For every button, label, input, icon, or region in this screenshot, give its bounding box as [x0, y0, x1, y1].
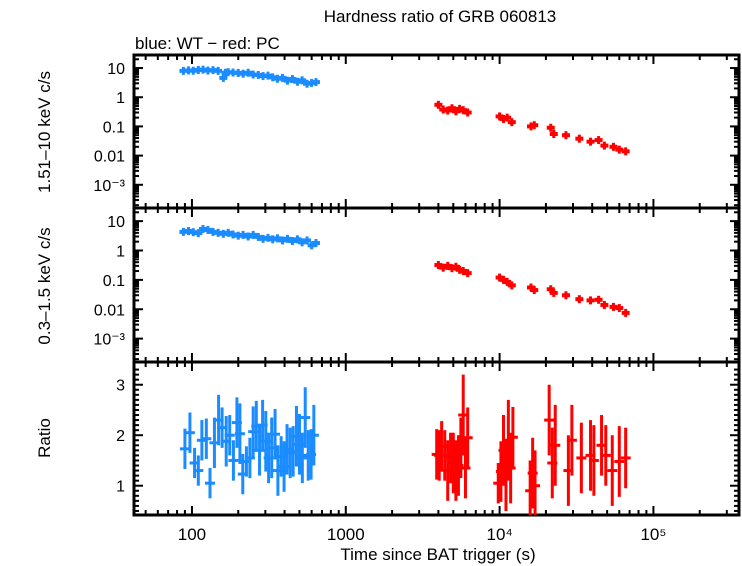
y-tick-label: 1 [116, 479, 125, 496]
y-tick-label: 10⁻³ [93, 332, 125, 349]
y-tick-label: 3 [116, 378, 125, 395]
y-tick-label: 1 [116, 90, 125, 107]
y-tick-label: 0.1 [103, 273, 125, 290]
chart-title: Hardness ratio of GRB 060813 [324, 7, 556, 26]
x-tick-label: 10⁵ [640, 525, 666, 544]
y-tick-label: 10 [107, 214, 125, 231]
y-tick-label: 0.01 [94, 302, 125, 319]
panel-ratio: 3 2 1 100 1000 10⁴ 10⁵ [116, 360, 741, 544]
x-axis-label: Time since BAT trigger (s) [340, 545, 535, 564]
y-tick-label: 10⁻³ [93, 178, 125, 195]
y-axis-label-ratio: Ratio [35, 418, 54, 458]
plot-frame [132, 360, 741, 517]
y-tick-label: 0.1 [103, 119, 125, 136]
y-axis-label-hard: 1.51–10 keV c/s [35, 71, 54, 193]
y-axis-label-soft: 0.3–1.5 keV c/s [35, 227, 54, 344]
y-tick-label: 10 [107, 61, 125, 78]
y-tick-label: 2 [116, 428, 125, 445]
x-tick-label: 10⁴ [486, 525, 512, 544]
y-tick-label: 0.01 [94, 149, 125, 166]
y-tick-label: 1 [116, 244, 125, 261]
x-tick-label: 1000 [327, 525, 365, 544]
panel-soft-band: 10 1 0.1 0.01 10⁻³ [93, 206, 741, 364]
panel-hard-band: 10 1 0.1 0.01 10⁻³ [93, 53, 741, 210]
x-tick-label: 100 [178, 525, 206, 544]
chart-subtitle: blue: WT − red: PC [135, 34, 280, 53]
